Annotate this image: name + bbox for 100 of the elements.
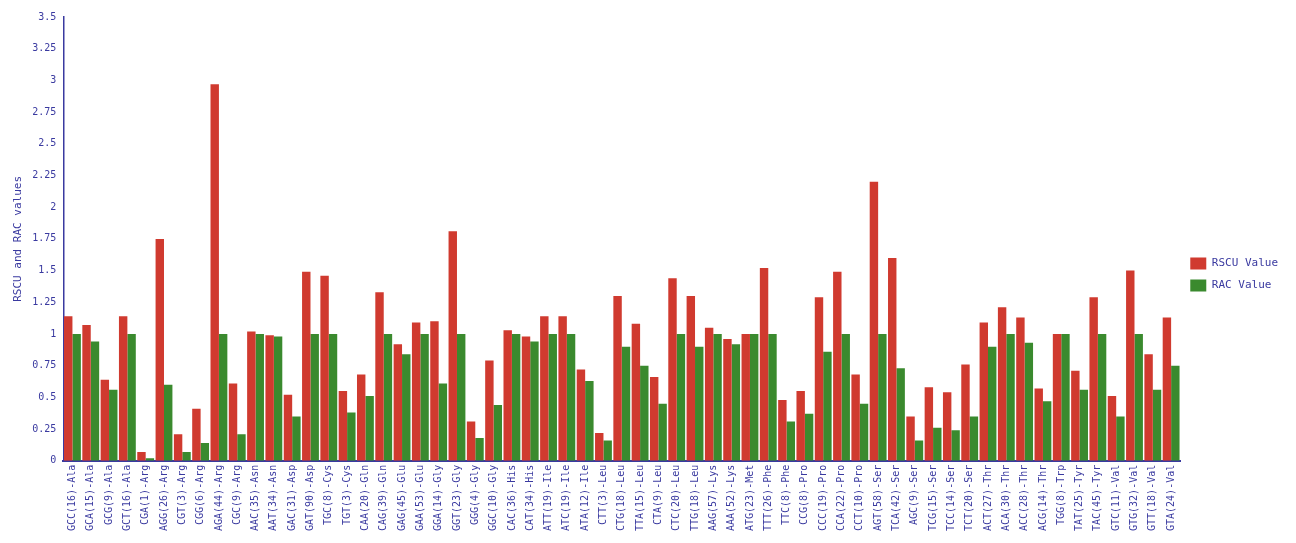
x-tick-label: ACT(27)-Thr (981, 464, 993, 532)
y-tick-label: 0.75 (32, 359, 57, 371)
bar (328, 333, 338, 461)
y-tick-label: 1.5 (38, 264, 57, 276)
bar (228, 383, 238, 461)
bar (302, 271, 311, 461)
bar (1042, 401, 1052, 461)
bar (631, 323, 641, 461)
bar (540, 316, 549, 461)
bar (357, 374, 366, 461)
bar (393, 344, 403, 461)
x-tick-label: TAT(25)-Tyr (1073, 464, 1085, 532)
bar (64, 316, 73, 461)
bar (247, 331, 256, 461)
x-tick-label: AGG(26)-Arg (157, 464, 169, 532)
bar (365, 396, 374, 461)
x-tick-label: AAA(52)-Lys (725, 464, 737, 532)
bar (576, 369, 586, 461)
x-tick-label: GCA(15)-Ala (84, 464, 96, 532)
bar (566, 333, 576, 461)
bar (695, 346, 704, 461)
bar (383, 333, 393, 461)
bar (320, 275, 329, 461)
y-tick-label: 0 (50, 454, 57, 466)
bar (466, 421, 476, 461)
x-tick-label: TGT(3)-Cys (340, 464, 352, 525)
bar (548, 333, 557, 461)
bar (511, 333, 521, 461)
bar (1144, 354, 1153, 461)
bar (292, 416, 301, 461)
bar (676, 333, 686, 461)
bar (778, 399, 787, 461)
x-tick-label: TGG(8)-Trp (1054, 464, 1066, 525)
y-tick-label: 1.75 (32, 232, 57, 244)
bar (969, 416, 979, 461)
x-tick-label: CTT(3)-Leu (597, 464, 609, 525)
x-tick-label: CCG(8)-Pro (798, 464, 810, 525)
bar (621, 346, 631, 461)
bar (961, 364, 970, 461)
bar (420, 333, 429, 461)
bar (127, 333, 136, 461)
x-tick-label: GAT(90)-Asp (304, 464, 316, 532)
x-tick-label: ATT(19)-Ile (542, 464, 554, 532)
bar (118, 316, 128, 461)
y-tick-label: 3.25 (32, 42, 57, 54)
bar (759, 268, 769, 461)
bar (173, 434, 183, 461)
x-tick-label: CCC(19)-Pro (816, 464, 828, 532)
x-tick-label: CTA(9)-Leu (651, 464, 663, 525)
x-tick-label: AGA(44)-Arg (212, 464, 224, 532)
y-tick-label: 2 (50, 200, 57, 212)
x-tick-label: CTG(18)-Leu (615, 464, 627, 532)
bar (951, 430, 960, 461)
x-tick-label: TTT(26)-Phe (761, 464, 773, 532)
x-tick-label: ATG(23)-Met (743, 464, 755, 532)
bar (90, 341, 100, 461)
bar (649, 377, 659, 461)
x-tick-label: GGC(10)-Gly (487, 464, 499, 532)
x-tick-label: CGA(1)-Arg (139, 464, 151, 525)
bar (1079, 389, 1088, 461)
bar (1162, 317, 1172, 461)
bar (786, 421, 795, 461)
x-tick-label: GCC(16)-Ala (66, 464, 78, 532)
x-tick-label: ACC(28)-Thr (1018, 464, 1030, 532)
x-tick-label: GTC(11)-Val (1109, 464, 1121, 532)
x-tick-label: TAC(45)-Tyr (1091, 464, 1103, 532)
bar (804, 413, 814, 461)
bar (859, 403, 869, 461)
bar (210, 84, 219, 461)
bar (283, 394, 293, 461)
bar (402, 354, 411, 461)
x-tick-label: AAG(57)-Lys (706, 464, 718, 532)
bar (1097, 333, 1107, 461)
bar (1061, 333, 1070, 461)
bar (182, 451, 191, 461)
bar (1071, 370, 1080, 461)
bar (503, 330, 512, 461)
bar (137, 451, 146, 461)
bar (896, 368, 905, 461)
bar (1024, 342, 1034, 461)
bar (914, 440, 924, 461)
bar (749, 333, 759, 461)
bar (704, 327, 714, 461)
bar (1171, 365, 1180, 461)
x-tick-label: AAT(34)-Asn (267, 464, 279, 532)
bar (558, 316, 567, 461)
bar (640, 365, 649, 461)
bar (72, 333, 81, 461)
bar (833, 271, 842, 461)
bar (273, 336, 283, 461)
bar (814, 297, 824, 461)
y-tick-label: 0.5 (38, 390, 57, 402)
x-tick-label: TCG(15)-Ser (926, 464, 938, 532)
y-tick-label: 0.25 (32, 422, 57, 434)
bar (713, 333, 722, 461)
bar (906, 416, 915, 461)
x-tick-label: ACG(14)-Thr (1036, 464, 1048, 532)
x-tick-label: CAA(20)-Gln (359, 464, 371, 532)
bar (1116, 416, 1125, 461)
bar (1134, 333, 1143, 461)
